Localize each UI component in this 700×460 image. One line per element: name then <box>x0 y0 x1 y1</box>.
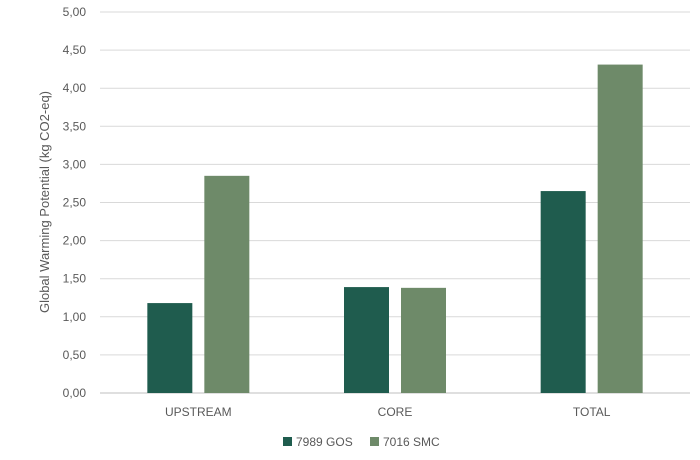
legend-swatch <box>370 437 379 446</box>
bar-7016-smc-upstream <box>204 175 250 393</box>
x-category-label: UPSTREAM <box>165 405 232 419</box>
legend: 7989 GOS 7016 SMC <box>283 435 440 449</box>
y-tick-label: 1,00 <box>63 310 87 324</box>
gridlines <box>100 11 690 394</box>
y-tick-label: 2,00 <box>63 234 87 248</box>
legend-swatch <box>283 437 292 446</box>
y-tick-label: 3,00 <box>63 157 87 171</box>
x-category-label: TOTAL <box>573 405 611 419</box>
y-tick-label: 1,50 <box>63 272 87 286</box>
y-tick-label: 2,50 <box>63 196 87 210</box>
x-axis-categories: UPSTREAM CORE TOTAL <box>165 405 611 419</box>
y-axis-title: Global Warming Potential (kg CO2-eq) <box>37 91 52 313</box>
bar-7989-gos-upstream <box>147 303 193 393</box>
y-tick-label: 3,50 <box>63 119 87 133</box>
y-axis-ticks: 0,00 0,50 1,00 1,50 2,00 2,50 3,00 3,50 4,00 4,50… <box>63 5 87 400</box>
bar-7989-gos-core <box>344 287 389 393</box>
legend-label: 7989 GOS <box>296 435 353 449</box>
y-tick-label: 4,00 <box>63 81 87 95</box>
bar-7016-smc-core <box>401 287 446 393</box>
bar-7016-smc-total <box>597 64 643 393</box>
x-category-label: CORE <box>378 405 413 419</box>
y-tick-label: 4,50 <box>63 43 87 57</box>
bar-7989-gos-total <box>540 191 586 393</box>
legend-label: 7016 SMC <box>383 435 440 449</box>
bars <box>147 64 643 393</box>
y-tick-label: 5,00 <box>63 5 87 19</box>
y-tick-label: 0,00 <box>63 386 87 400</box>
y-tick-label: 0,50 <box>63 348 87 362</box>
